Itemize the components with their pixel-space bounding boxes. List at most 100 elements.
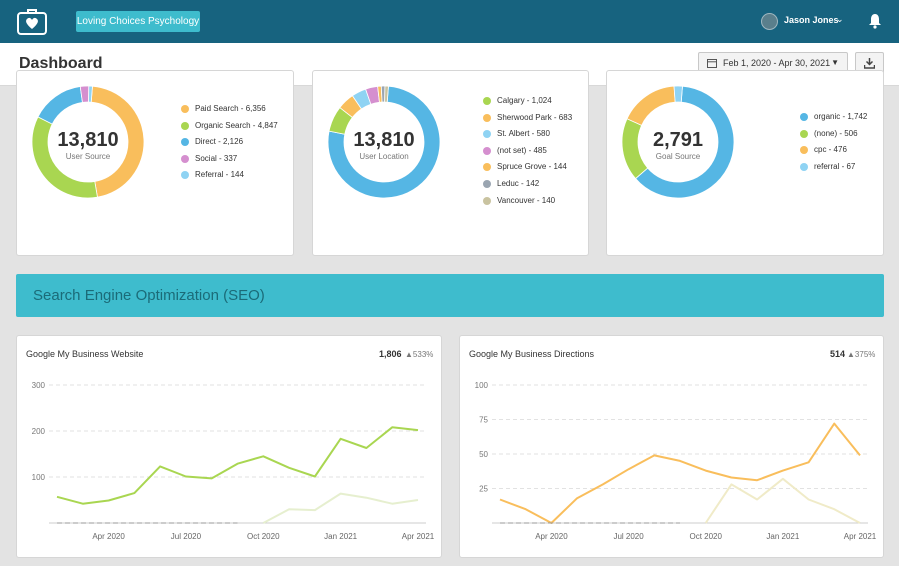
legend-item[interactable]: Calgary - 1,024 — [483, 93, 572, 110]
legend-item[interactable]: cpc - 476 — [800, 142, 867, 159]
medical-kit-heart-icon[interactable] — [17, 8, 47, 35]
client-selector-button[interactable]: Loving Choices Psychology — [76, 11, 200, 32]
gmb-website-line-chart: 300 200 100 Apr 2020 Jul 2020 Oct 2020 Jan 202… — [32, 381, 435, 541]
legend-swatch — [800, 146, 808, 155]
gmb-website-title: Google My Business Website — [26, 349, 144, 359]
legend-item[interactable]: (none) - 506 — [800, 126, 867, 143]
donut-slice-0[interactable] — [328, 86, 440, 198]
y-tick-label: 300 — [32, 381, 46, 390]
legend-swatch — [800, 113, 808, 121]
legend-item[interactable]: organic - 1,742 — [800, 109, 867, 126]
legend-item[interactable]: referral - 67 — [800, 159, 867, 176]
date-range-label: Feb 1, 2020 - Apr 30, 2021 — [723, 58, 831, 68]
up-arrow-icon: ▲ — [847, 350, 855, 359]
x-tick-label: Apr 2021 — [844, 532, 877, 541]
x-tick-label: Jan 2021 — [766, 532, 799, 541]
x-tick-label: Oct 2020 — [247, 532, 280, 541]
x-tick-label: Jul 2020 — [171, 532, 202, 541]
goal-source-donut — [622, 86, 734, 198]
legend-label: referral - 67 — [814, 161, 856, 171]
legend-label: Paid Search - 6,356 — [195, 104, 266, 113]
legend-label: Leduc - 142 — [497, 178, 540, 188]
caret-down-icon: ▼ — [831, 58, 839, 67]
legend-label: Direct - 2,126 — [195, 137, 244, 147]
legend-swatch — [483, 146, 491, 155]
gmb-directions-total: 514 — [830, 349, 846, 359]
legend-item[interactable]: Leduc - 142 — [483, 176, 572, 193]
gmb-directions-delta-value: 375% — [854, 350, 876, 359]
gmb-directions-title: Google My Business Directions — [469, 349, 595, 359]
legend-item[interactable]: Spruce Grove - 144 — [483, 159, 572, 176]
user-location-label: User Location — [359, 152, 409, 161]
legend-swatch — [181, 154, 189, 163]
donut-slice-4[interactable] — [88, 86, 93, 103]
goal-source-card: 2,791 Goal Source organic - 1,742 (none) … — [606, 70, 884, 256]
series-line-0[interactable] — [499, 422, 861, 524]
donut-slice-0[interactable] — [634, 86, 734, 198]
legend-swatch — [800, 162, 808, 171]
legend-label: cpc - 476 — [814, 145, 847, 155]
goal-source-legend: organic - 1,742 (none) - 506 cpc - 476 refe… — [800, 109, 867, 175]
legend-label: Calgary - 1,024 — [497, 96, 552, 105]
x-tick-label: Apr 2021 — [402, 532, 435, 541]
gmb-website-total: 1,806 — [379, 349, 402, 359]
user-source-legend: Paid Search - 6,356 Organic Search - 4,84… — [181, 101, 278, 184]
donut-slice-3[interactable] — [673, 86, 683, 103]
legend-swatch — [800, 129, 808, 138]
y-tick-label: 25 — [479, 485, 488, 494]
legend-label: Social - 337 — [195, 153, 238, 163]
user-source-card: 13,810 User Source Paid Search - 6,356 Or… — [16, 70, 294, 256]
user-location-legend: Calgary - 1,024 Sherwood Park - 683 St. Al… — [483, 93, 572, 209]
calendar-icon — [707, 59, 717, 68]
y-tick-label: 100 — [475, 381, 489, 390]
series-line-1[interactable] — [704, 477, 861, 524]
donut-slice-2[interactable] — [626, 86, 676, 126]
gmb-website-delta: ▲533% — [405, 350, 433, 359]
user-name[interactable]: Jason Jones — [784, 15, 839, 25]
user-source-label: User Source — [65, 152, 111, 161]
x-tick-label: Jul 2020 — [613, 532, 644, 541]
legend-item[interactable]: St. Albert - 580 — [483, 126, 572, 143]
y-tick-label: 100 — [32, 473, 46, 482]
series-line-0[interactable] — [56, 426, 419, 505]
gmb-website-card: Google My Business Website 1,806 ▲533% 3… — [16, 335, 442, 558]
legend-label: St. Albert - 580 — [497, 129, 550, 139]
gmb-directions-delta: ▲375% — [847, 350, 875, 359]
donut-slice-2[interactable] — [37, 86, 83, 125]
goal-source-label: Goal Source — [655, 152, 701, 161]
legend-swatch — [483, 97, 491, 105]
page-title: Dashboard — [19, 55, 103, 72]
legend-swatch — [483, 130, 491, 139]
heart-avatar-icon[interactable] — [761, 13, 778, 30]
legend-swatch — [181, 138, 189, 147]
legend-swatch — [483, 196, 491, 205]
user-source-donut — [32, 86, 144, 198]
legend-label: Organic Search - 4,847 — [195, 120, 278, 130]
legend-label: Sherwood Park - 683 — [497, 112, 573, 122]
legend-item[interactable]: Vancouver - 140 — [483, 193, 572, 210]
gmb-website-delta-value: 533% — [412, 350, 434, 359]
legend-label: organic - 1,742 — [814, 112, 868, 121]
legend-label: Vancouver - 140 — [497, 195, 556, 205]
bell-icon[interactable] — [868, 13, 882, 29]
x-tick-label: Apr 2020 — [92, 532, 125, 541]
legend-swatch — [483, 113, 491, 122]
download-icon — [864, 58, 875, 69]
series-line-1[interactable] — [262, 492, 419, 524]
user-location-donut — [328, 86, 440, 198]
donut-slice-7[interactable] — [384, 86, 389, 103]
chevron-down-icon[interactable]: ⌄ — [836, 14, 844, 24]
x-tick-label: Apr 2020 — [535, 532, 568, 541]
up-arrow-icon: ▲ — [405, 350, 413, 359]
legend-item[interactable]: Sherwood Park - 683 — [483, 110, 572, 127]
legend-item[interactable]: Paid Search - 6,356 — [181, 101, 278, 118]
legend-label: Referral - 144 — [195, 170, 244, 180]
y-tick-label: 75 — [479, 416, 488, 425]
legend-item[interactable]: Referral - 144 — [181, 167, 278, 184]
legend-item[interactable]: Social - 337 — [181, 151, 278, 168]
goal-source-total: 2,791 — [652, 129, 704, 151]
legend-item[interactable]: Organic Search - 4,847 — [181, 118, 278, 135]
legend-item[interactable]: (not set) - 485 — [483, 143, 572, 160]
legend-item[interactable]: Direct - 2,126 — [181, 134, 278, 151]
legend-swatch — [483, 163, 491, 172]
